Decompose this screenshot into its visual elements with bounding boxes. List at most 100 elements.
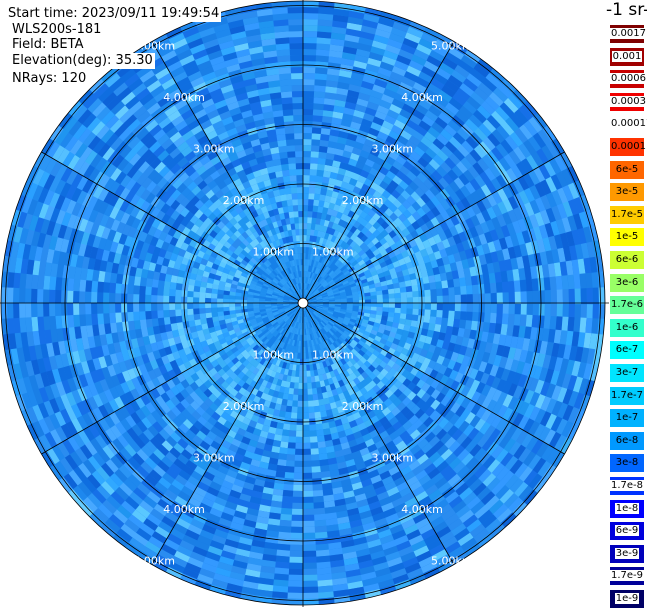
range-gate-cell — [115, 302, 121, 313]
range-gate-cell — [280, 158, 289, 165]
range-gate-cell — [318, 453, 327, 460]
range-gate-cell — [295, 145, 304, 151]
range-gate-cell — [285, 133, 295, 140]
range-gate-cell — [319, 146, 328, 153]
range-gate-cell — [229, 306, 235, 310]
range-gate-cell — [297, 407, 303, 413]
range-gate-cell — [320, 465, 330, 472]
range-gate-cell — [459, 320, 466, 330]
range-gate-cell — [293, 103, 304, 109]
range-gate-cell — [217, 303, 223, 308]
range-gate-cell — [310, 448, 319, 455]
range-gate-cell — [533, 291, 539, 304]
range-gate-cell — [314, 526, 327, 533]
range-gate-cell — [61, 302, 67, 316]
range-gate-cell — [205, 298, 211, 304]
range-gate-cell — [303, 395, 309, 401]
range-gate-cell — [103, 302, 109, 313]
range-gate-cell — [280, 79, 293, 86]
range-gate-cell — [443, 295, 449, 303]
range-gate-cell — [394, 288, 401, 294]
range-gate-cell — [303, 151, 312, 157]
range-gate-cell — [311, 139, 321, 146]
range-gate-cell — [294, 449, 303, 455]
range-gate-cell — [289, 545, 303, 551]
range-gate-cell — [311, 472, 321, 479]
range-gate-cell — [314, 532, 328, 539]
range-gate-cell — [308, 412, 315, 419]
range-gate-cell — [193, 297, 199, 303]
range-gate-cell — [157, 295, 163, 303]
range-gate-cell — [103, 292, 109, 303]
range-gate-cell — [169, 296, 175, 304]
range-gate-cell — [288, 436, 296, 443]
range-gate-cell — [312, 133, 322, 140]
range-gate-cell — [291, 503, 303, 509]
range-gate-cell — [377, 303, 383, 308]
range-gate-cell — [309, 424, 317, 431]
range-gate-cell — [293, 467, 303, 473]
range-gate-cell — [175, 296, 181, 303]
range-gate-cell — [282, 170, 290, 177]
range-gate-cell — [429, 282, 436, 290]
range-gate-cell — [395, 298, 401, 304]
range-gate-cell — [317, 441, 326, 448]
range-gate-cell — [169, 303, 175, 311]
range-gate-cell — [187, 297, 193, 304]
range-gate-cell — [292, 91, 304, 97]
range-gate-cell — [291, 515, 303, 521]
range-gate-cell — [163, 295, 169, 303]
range-gate-cell — [302, 479, 312, 485]
range-gate-cell — [294, 217, 299, 223]
range-gate-cell — [395, 293, 401, 299]
range-gate-cell — [461, 294, 467, 303]
range-gate-cell — [85, 313, 92, 326]
range-gate-cell — [460, 311, 467, 321]
range-gate-cell — [292, 193, 299, 200]
range-gate-cell — [303, 175, 310, 181]
range-gate-cell — [97, 313, 104, 325]
range-gate-cell — [318, 447, 327, 454]
range-gate-cell — [303, 73, 316, 79]
range-gate-cell — [389, 303, 395, 308]
range-gate-cell — [383, 294, 389, 299]
range-gate-cell — [241, 306, 247, 310]
range-gate-cell — [115, 312, 122, 323]
range-gate-cell — [279, 152, 288, 159]
range-gate-cell — [287, 151, 296, 158]
range-gate-cell — [291, 187, 298, 194]
range-gate-cell — [139, 285, 146, 295]
range-gate-cell — [303, 79, 316, 85]
range-gate-cell — [282, 103, 294, 110]
range-gate-cell — [277, 459, 287, 466]
range-gate-cell — [145, 302, 151, 311]
range-gate-cell — [551, 303, 557, 317]
range-gate-cell — [293, 205, 299, 211]
range-gate-cell — [442, 288, 449, 297]
range-gate-cell — [85, 291, 91, 303]
range-gate-cell — [448, 311, 455, 320]
range-gate-cell — [466, 285, 473, 295]
range-gate-cell — [484, 313, 491, 324]
range-gate-cell — [311, 466, 321, 473]
range-gate-cell — [303, 383, 308, 389]
range-gate-cell — [281, 496, 293, 503]
range-gate-cell — [145, 294, 151, 303]
range-gate-cell — [97, 302, 103, 314]
range-gate-cell — [285, 127, 295, 134]
range-gate-cell — [319, 459, 329, 466]
range-gate-cell — [521, 291, 527, 304]
range-gate-cell — [413, 297, 419, 304]
range-gate-cell — [303, 163, 311, 169]
range-gate-cell — [303, 187, 310, 193]
range-gate-cell — [292, 85, 304, 91]
range-gate-cell — [302, 461, 311, 467]
range-gate-cell — [430, 289, 437, 297]
range-gate-cell — [455, 303, 461, 312]
range-gate-cell — [302, 527, 315, 533]
range-gate-cell — [85, 302, 91, 314]
range-gate-cell — [205, 303, 211, 309]
range-gate-cell — [133, 285, 140, 295]
range-gate-cell — [286, 454, 295, 461]
